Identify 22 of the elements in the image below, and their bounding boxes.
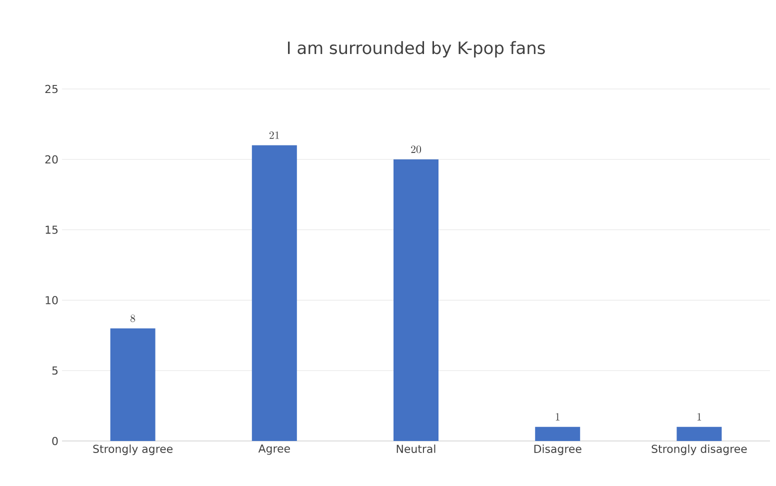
x-tick-label: Neutral xyxy=(396,444,436,453)
bar xyxy=(110,328,156,441)
y-tick-label: 10 xyxy=(46,296,58,304)
bar xyxy=(676,426,722,441)
bar xyxy=(535,426,580,441)
y-tick-label: 15 xyxy=(46,226,58,234)
bar xyxy=(394,159,439,441)
data-label: 1 xyxy=(556,413,560,420)
chart-title: I am surrounded by K-pop fans xyxy=(288,41,545,58)
data-label: 8 xyxy=(130,314,136,322)
y-tick-label: 20 xyxy=(45,155,58,164)
bar xyxy=(252,145,297,441)
x-tick-label: Disagree xyxy=(534,444,582,456)
data-label: 20 xyxy=(411,146,422,154)
y-tick-label: 25 xyxy=(45,84,58,94)
x-tick-label: Strongly agree xyxy=(93,444,173,456)
x-tick-label: Strongly disagree xyxy=(652,444,747,456)
data-label: 1 xyxy=(697,413,702,420)
y-tick-label: 0 xyxy=(52,436,58,446)
y-tick-label: 5 xyxy=(52,366,58,375)
data-label: 21 xyxy=(270,132,279,139)
x-tick-label: Agree xyxy=(258,444,290,455)
